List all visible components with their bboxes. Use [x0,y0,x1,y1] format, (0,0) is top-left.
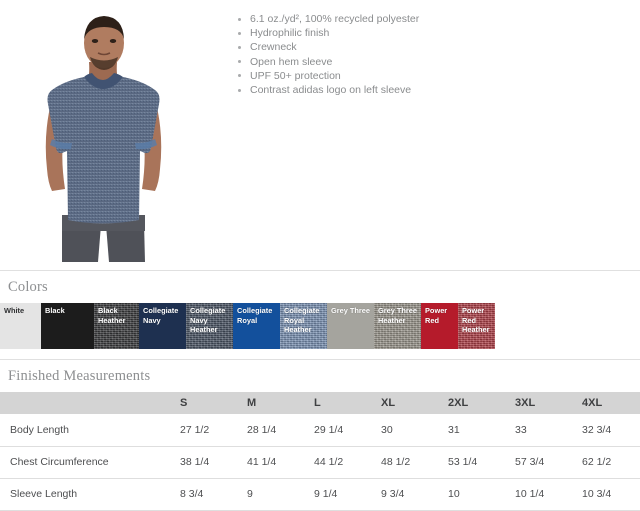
feature-item: Open hem sleeve [236,55,536,69]
color-swatch[interactable]: Grey Three [327,303,374,349]
measurement-label: Chest Circumference [10,456,109,468]
feature-text: Open hem sleeve [250,55,333,68]
measurement-value: 9 [247,488,253,500]
measurement-value: 30 [381,423,393,436]
measurements-heading: Finished Measurements [8,368,151,384]
color-swatch-label: White [4,306,25,315]
bullet-icon [238,74,241,78]
measurement-value: 27 1/2 [180,423,210,436]
feature-list: 6.1 oz./yd², 100% recycled polyester Hyd… [236,12,536,97]
column-header-4xl: 4XL [582,397,603,409]
color-swatch-label: Power Red Heather [462,306,490,335]
measurement-value: 44 1/2 [314,456,344,468]
color-swatch[interactable]: Black [41,303,94,349]
measurements-section-divider [0,359,640,360]
measurement-value: 28 1/4 [247,423,277,436]
measurements-table: S M L XL 2XL 3XL 4XL Body Length 27 1/2 28… [0,392,640,511]
measurement-value: 32 3/4 [582,423,612,436]
bullet-icon [238,31,241,35]
bullet-icon [238,60,241,64]
measurement-value: 8 3/4 [180,488,204,500]
measurement-label: Body Length [10,423,69,436]
color-swatch[interactable]: Collegiate Royal [233,303,280,349]
table-row: Sleeve Length 8 3/4 9 9 1/4 9 3/4 10 10 1/4 10 … [0,478,640,510]
table-row: Body Length 27 1/2 28 1/4 29 1/4 30 31 33 32 3/… [0,414,640,446]
feature-item: UPF 50+ protection [236,69,536,83]
measurement-value: 31 [448,423,460,436]
column-header-l: L [314,397,321,409]
column-header-m: M [247,397,257,409]
color-swatch-label: Black [45,306,65,315]
table-row: Chest Circumference 38 1/4 41 1/4 44 1/2 48 … [0,446,640,478]
measurement-value: 33 [515,423,527,436]
column-header-label [0,392,180,414]
measurement-value: 9 1/4 [314,488,338,500]
measurement-value: 10 [448,488,460,500]
color-swatch[interactable]: Collegiate Royal Heather [280,303,327,349]
measurements-table-body: Body Length 27 1/2 28 1/4 29 1/4 30 31 33 32 3/… [0,414,640,510]
feature-item: Hydrophilic finish [236,26,536,40]
measurement-value: 9 3/4 [381,488,405,500]
color-swatch-row: White Black Black Heather Collegiate Navy Co… [0,303,495,349]
color-swatch-label: Black Heather [98,306,126,325]
color-swatch[interactable]: Collegiate Navy [139,303,186,349]
feature-text: Contrast adidas logo on left sleeve [250,84,412,97]
color-swatch[interactable]: Black Heather [94,303,139,349]
color-swatch[interactable]: White [0,303,41,349]
color-swatch-label: Collegiate Navy Heather [190,306,226,335]
color-swatch-label: Grey Three Heather [378,306,418,325]
color-swatch-label: Collegiate Royal Heather [284,306,320,335]
color-swatch[interactable]: Collegiate Navy Heather [186,303,233,349]
color-swatch[interactable]: Power Red Heather [458,303,495,349]
feature-item: 6.1 oz./yd², 100% recycled polyester [236,12,536,26]
measurement-value: 48 1/2 [381,456,411,468]
measurements-table-header: S M L XL 2XL 3XL 4XL [0,392,640,414]
color-swatch-label: Collegiate Navy [143,306,179,325]
feature-item: Crewneck [236,40,536,54]
measurement-value: 29 1/4 [314,423,344,436]
column-header-xl: XL [381,397,396,409]
colors-heading: Colors [8,279,48,295]
feature-item: Contrast adidas logo on left sleeve [236,83,536,97]
column-header-s: S [180,397,188,409]
measurement-value: 10 1/4 [515,488,545,500]
product-photo[interactable] [6,7,201,262]
color-swatch-label: Grey Three [331,306,371,315]
feature-text: UPF 50+ protection [250,69,341,82]
color-swatch-label: Collegiate Royal [237,306,273,325]
measurement-value: 38 1/4 [180,456,210,468]
measurement-value: 57 3/4 [515,456,545,468]
feature-text: 6.1 oz./yd², 100% recycled polyester [250,13,420,25]
model-illustration [6,7,201,262]
measurement-value: 41 1/4 [247,456,277,468]
measurement-label: Sleeve Length [10,488,78,500]
table-header-row: S M L XL 2XL 3XL 4XL [0,392,640,414]
bullet-icon [238,17,241,21]
color-swatch-label: Power Red [425,306,448,325]
measurement-value: 53 1/4 [448,456,478,468]
bullet-icon [238,88,241,92]
product-overview: 6.1 oz./yd², 100% recycled polyester Hyd… [6,7,536,262]
column-header-3xl: 3XL [515,397,536,409]
bullet-icon [238,45,241,49]
measurement-value: 10 3/4 [582,488,612,500]
column-header-2xl: 2XL [448,397,469,409]
color-swatch[interactable]: Grey Three Heather [374,303,421,349]
feature-text: Crewneck [250,41,297,54]
feature-text: Hydrophilic finish [250,27,330,40]
measurement-value: 62 1/2 [582,456,612,468]
color-swatch[interactable]: Power Red [421,303,458,349]
colors-section-divider [0,270,640,271]
